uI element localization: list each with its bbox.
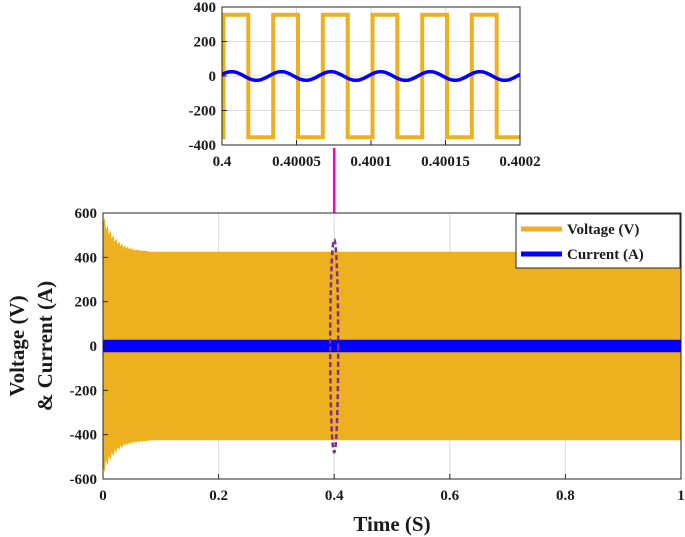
main-y-tick-label: 400 bbox=[75, 250, 98, 266]
main-x-tick-label: 0.2 bbox=[209, 488, 228, 504]
inset-y-tick-label: 0 bbox=[209, 69, 217, 85]
inset-y-tick-label: 200 bbox=[194, 35, 217, 51]
inset-y-tick-label: -200 bbox=[189, 104, 217, 120]
legend-label-voltage: Voltage (V) bbox=[567, 222, 639, 238]
inset-x-tick-label: 0.4 bbox=[213, 154, 232, 170]
main-y-tick-label: 0 bbox=[90, 339, 98, 355]
main-y-tick-label: -600 bbox=[70, 472, 98, 488]
main-x-tick-label: 1 bbox=[677, 488, 685, 504]
main-chart: 600 400 200 0 -200 -400 -600 0 0.2 0.4 0.6 0.8 1 Ti… bbox=[5, 206, 685, 536]
main-x-tick-label: 0.8 bbox=[556, 488, 575, 504]
inset-current-line bbox=[222, 69, 520, 83]
main-x-tick-label: 0 bbox=[99, 488, 107, 504]
main-x-tick-label: 0.4 bbox=[325, 488, 344, 504]
main-y-tick-label: -200 bbox=[70, 383, 98, 399]
main-current-series bbox=[103, 339, 681, 353]
inset-x-tick-label: 0.40005 bbox=[272, 154, 321, 170]
legend-box bbox=[515, 213, 681, 269]
inset-y-ticks: 400 200 0 -200 -400 bbox=[189, 0, 227, 154]
inset-voltage-line bbox=[222, 12, 520, 140]
legend-label-current: Current (A) bbox=[567, 247, 644, 263]
main-x-tick-label: 0.6 bbox=[440, 488, 459, 504]
main-y-tick-label: 600 bbox=[75, 206, 98, 222]
main-x-ticks: 0 0.2 0.4 0.6 0.8 1 bbox=[99, 474, 685, 504]
y-axis-label-line1: Voltage (V) bbox=[5, 295, 29, 396]
zoom-region-marker bbox=[328, 238, 340, 454]
inset-x-tick-label: 0.4001 bbox=[350, 154, 391, 170]
main-y-tick-label: 200 bbox=[75, 295, 98, 311]
x-axis-label: Time (S) bbox=[353, 512, 430, 536]
inset-x-ticks: 0.4 0.40005 0.4001 0.40015 0.4002 bbox=[213, 140, 541, 170]
inset-x-tick-label: 0.4002 bbox=[499, 154, 540, 170]
inset-y-tick-label: 400 bbox=[194, 0, 217, 16]
main-y-ticks: 600 400 200 0 -200 -400 -600 bbox=[70, 206, 108, 488]
inset-y-tick-label: -400 bbox=[189, 138, 217, 154]
main-y-tick-label: -400 bbox=[70, 428, 98, 444]
legend: Voltage (V) Current (A) bbox=[515, 213, 681, 269]
y-axis-label-line2: & Current (A) bbox=[33, 281, 57, 411]
inset-x-tick-label: 0.40015 bbox=[421, 154, 470, 170]
